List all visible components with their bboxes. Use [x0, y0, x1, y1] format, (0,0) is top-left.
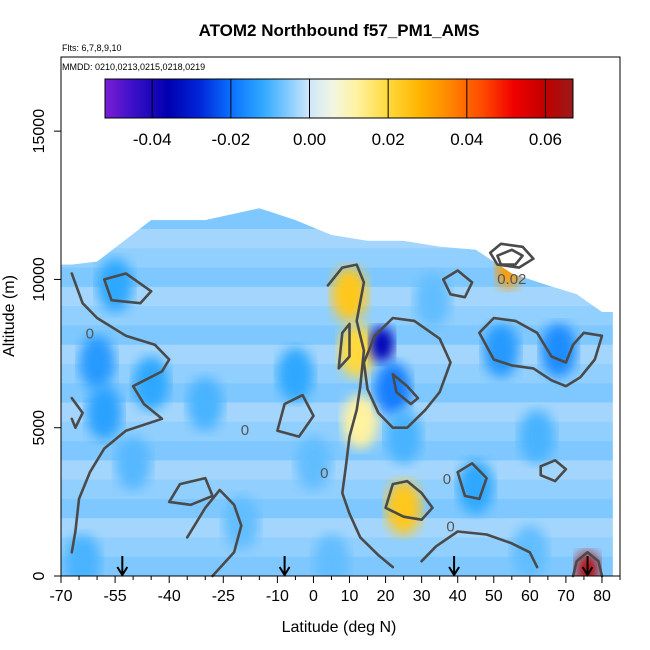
- heatmap-cell: [86, 385, 123, 440]
- heatmap-cell: [519, 409, 556, 464]
- plot-frame: [60, 56, 621, 577]
- contour-line: [337, 322, 351, 370]
- chart-title: ATOM2 Northbound f57_PM1_AMS: [199, 21, 480, 40]
- contour-label: 0: [241, 422, 249, 439]
- x-tick-label: 70: [557, 588, 575, 605]
- heatmap-cell: [414, 273, 451, 328]
- colorbar-tick-label: 0.04: [450, 130, 483, 149]
- colorbar-tick-label: 0.00: [293, 130, 326, 149]
- heatmap-band: [61, 344, 613, 364]
- contour-line: [70, 396, 84, 430]
- x-tick-label: -25: [212, 588, 235, 605]
- contour-line: [456, 461, 488, 501]
- contour-line: [477, 316, 604, 388]
- y-axis: 0 5000 10000 15000: [31, 109, 61, 580]
- contour-line: [326, 263, 395, 569]
- contour-line: [384, 479, 434, 522]
- heatmap-cell: [277, 347, 314, 402]
- colorbar-tick-label: -0.02: [211, 130, 250, 149]
- heatmap-cell: [295, 436, 332, 491]
- flight-arrow-head: [448, 566, 460, 577]
- heatmap-band: [61, 441, 613, 461]
- x-tick-label: 40: [449, 588, 467, 605]
- colorbar-gradient: [104, 78, 574, 119]
- heatmap-band: [61, 229, 613, 249]
- heatmap-cell: [342, 394, 379, 449]
- contour-line: [167, 476, 214, 507]
- x-tick-label: 80: [593, 588, 611, 605]
- x-tick-label: 50: [485, 588, 503, 605]
- contour-line: [276, 393, 315, 438]
- heatmap-band: [61, 325, 613, 345]
- contour-line: [362, 316, 452, 430]
- contour-line: [103, 272, 153, 305]
- heatmap-cell: [187, 376, 224, 431]
- heatmap-cell: [457, 460, 494, 515]
- contour-label: 0: [86, 326, 94, 343]
- heatmap-cell: [115, 436, 152, 491]
- heatmap-cell: [338, 323, 375, 378]
- heatmap-cell: [79, 335, 116, 390]
- colorbar-tick-label: -0.04: [133, 130, 172, 149]
- contour-label: 0: [443, 471, 451, 488]
- heatmap-cell: [385, 480, 422, 535]
- heatmap-band: [61, 248, 613, 268]
- x-tick-label: 20: [377, 588, 395, 605]
- flights-label: Flts: 6,7,8,9,10: [62, 43, 122, 53]
- flight-arrow-head: [278, 566, 291, 577]
- contour-label: 0: [320, 465, 328, 482]
- heatmap-band: [61, 363, 613, 384]
- heatmap-cell: [313, 534, 350, 576]
- colorbar-tick-label: 0.02: [372, 130, 405, 149]
- y-tick-label: 0: [31, 571, 48, 580]
- heatmap-cell: [64, 534, 101, 576]
- x-tick-label: 0: [309, 588, 318, 605]
- y-tick-label: 15000: [31, 109, 48, 154]
- contour-line: [441, 269, 474, 299]
- y-tick-label: 10000: [31, 257, 48, 302]
- heatmap-band: [61, 208, 613, 210]
- contour-line: [391, 372, 420, 406]
- flight-arrow-head: [581, 566, 594, 577]
- colorbar: -0.04 -0.02 0.00 0.02 0.04 0.06: [104, 78, 574, 149]
- contour-line: [571, 550, 604, 578]
- y-axis-label: Altitude (m): [1, 275, 18, 357]
- heatmap-band: [61, 498, 613, 519]
- heatmap-cell: [374, 362, 411, 417]
- x-tick-label: 60: [521, 588, 539, 605]
- x-tick-label: -40: [158, 588, 181, 605]
- x-tick-label: -55: [104, 588, 127, 605]
- contour-line: [496, 248, 524, 266]
- contour-line: [70, 272, 171, 554]
- contour-line: [488, 242, 535, 269]
- x-axis: -70 -55 -40 -25 -10 0 10 20 30 40 50 60 70 80: [49, 576, 621, 605]
- dates-label: MMDD: 0210,0213,0215,0218,0219: [62, 62, 205, 72]
- heatmap-cell: [369, 326, 394, 363]
- heatmap-cell: [133, 356, 170, 411]
- x-tick-label: -70: [49, 588, 72, 605]
- x-axis-label: Latitude (deg N): [282, 619, 397, 636]
- x-tick-label: 30: [413, 588, 431, 605]
- flight-arrow-head: [116, 566, 129, 577]
- x-tick-label: 10: [341, 588, 359, 605]
- contour-label: 0.02: [497, 271, 526, 288]
- heatmap-band: [61, 209, 613, 230]
- contour-line: [185, 488, 243, 578]
- heatmap-band: [61, 306, 613, 326]
- contour-label: 0: [446, 519, 454, 536]
- contour-lines: 0.02 0 0 0 0 0: [70, 242, 604, 578]
- heatmap-cell: [97, 258, 134, 313]
- heatmap-cell: [540, 323, 577, 378]
- y-tick-label: 5000: [31, 410, 48, 446]
- contour-line: [539, 458, 568, 483]
- x-tick-label: -10: [266, 588, 289, 605]
- contour-line: [420, 530, 539, 569]
- colorbar-tick-label: 0.06: [529, 130, 562, 149]
